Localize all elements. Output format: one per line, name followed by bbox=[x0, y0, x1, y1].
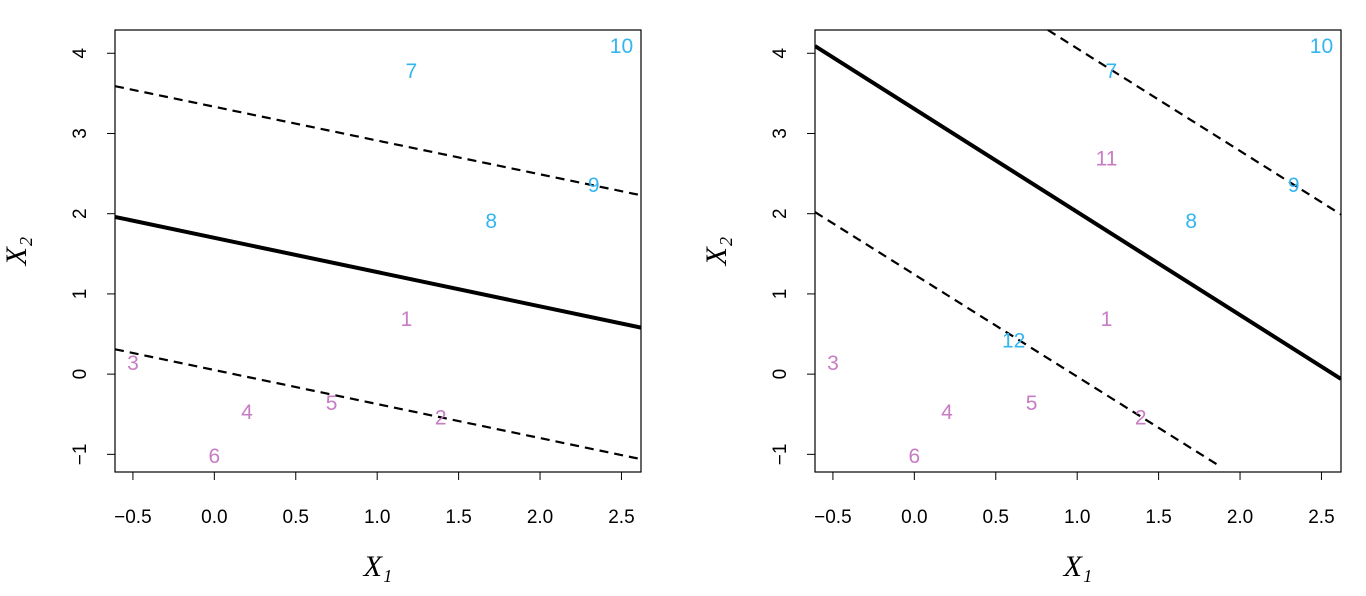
panel: −0.5 0.0 0.5 1.0 1.5 2.0 2.5 −1 0 1 2 3 4 X₁ X₂ 1 2 3 4 5 6 7… bbox=[0, 29, 642, 583]
y-axis-title: X₂ bbox=[0, 237, 33, 267]
x-axis-title: X₁ bbox=[1063, 550, 1093, 583]
y-tick-label: 2 bbox=[70, 208, 91, 219]
point-label: 4 bbox=[941, 401, 953, 424]
x-tick-label: 0.5 bbox=[983, 507, 1009, 528]
x-tick-label: 0.0 bbox=[901, 507, 927, 528]
point-label: 5 bbox=[1026, 392, 1038, 415]
point-label: 9 bbox=[1288, 174, 1300, 197]
point-label: 12 bbox=[1002, 330, 1025, 353]
x-tick-label: 0.5 bbox=[283, 507, 309, 528]
y-tick-label: 0 bbox=[70, 369, 91, 380]
point-label: 7 bbox=[1106, 60, 1118, 83]
y-tick-label: 1 bbox=[70, 289, 91, 300]
x-tick-label: 0.0 bbox=[201, 507, 227, 528]
x-tick-label: 1.5 bbox=[1145, 507, 1171, 528]
point-label: 10 bbox=[610, 35, 633, 58]
point-label: 1 bbox=[401, 308, 413, 331]
y-tick-label: 3 bbox=[70, 128, 91, 139]
point-label: 2 bbox=[1135, 407, 1147, 430]
x-tick-label: −0.5 bbox=[814, 507, 852, 528]
y-axis-title: X₂ bbox=[700, 237, 733, 267]
hyperplane bbox=[815, 44, 1341, 381]
point-label: 3 bbox=[827, 352, 839, 375]
margin bbox=[115, 348, 641, 461]
point-label: 4 bbox=[241, 401, 253, 424]
x-tick-label: 1.5 bbox=[445, 507, 471, 528]
point-label: 7 bbox=[406, 60, 418, 83]
y-tick-label: 2 bbox=[770, 208, 791, 219]
margin bbox=[815, 211, 1220, 467]
point-label: 9 bbox=[588, 174, 600, 197]
point-label: 6 bbox=[208, 445, 220, 468]
x-tick-label: 2.5 bbox=[1308, 507, 1334, 528]
point-label: 3 bbox=[127, 352, 139, 375]
x-tick-label: 1.0 bbox=[1064, 507, 1090, 528]
margin bbox=[1047, 30, 1341, 216]
lines bbox=[115, 85, 641, 461]
x-tick-label: 2.0 bbox=[1227, 507, 1253, 528]
x-axis-title: X₁ bbox=[363, 550, 393, 583]
x-tick-label: 2.5 bbox=[608, 507, 634, 528]
point-label: 5 bbox=[326, 392, 338, 415]
y-tick-label: −1 bbox=[70, 444, 91, 466]
point-label: 2 bbox=[435, 407, 447, 430]
y-tick-label: 1 bbox=[770, 289, 791, 300]
point-label: 10 bbox=[1310, 35, 1333, 58]
y-tick-label: 0 bbox=[770, 369, 791, 380]
point-label: 11 bbox=[1096, 147, 1118, 170]
point-label: 8 bbox=[1185, 210, 1197, 233]
plot-box bbox=[814, 29, 1342, 473]
x-tick-label: 2.0 bbox=[527, 507, 553, 528]
y-tick-label: 4 bbox=[70, 48, 91, 59]
y-tick-label: 3 bbox=[770, 128, 791, 139]
x-tick-label: 1.0 bbox=[364, 507, 390, 528]
point-label: 1 bbox=[1101, 308, 1113, 331]
margin bbox=[115, 85, 641, 197]
lines bbox=[815, 30, 1341, 467]
y-tick-label: 4 bbox=[770, 48, 791, 59]
point-label: 8 bbox=[485, 210, 497, 233]
point-label: 6 bbox=[908, 445, 920, 468]
plot-box bbox=[114, 29, 642, 473]
hyperplane bbox=[115, 214, 641, 330]
y-tick-label: −1 bbox=[770, 444, 791, 466]
x-tick-label: −0.5 bbox=[114, 507, 152, 528]
